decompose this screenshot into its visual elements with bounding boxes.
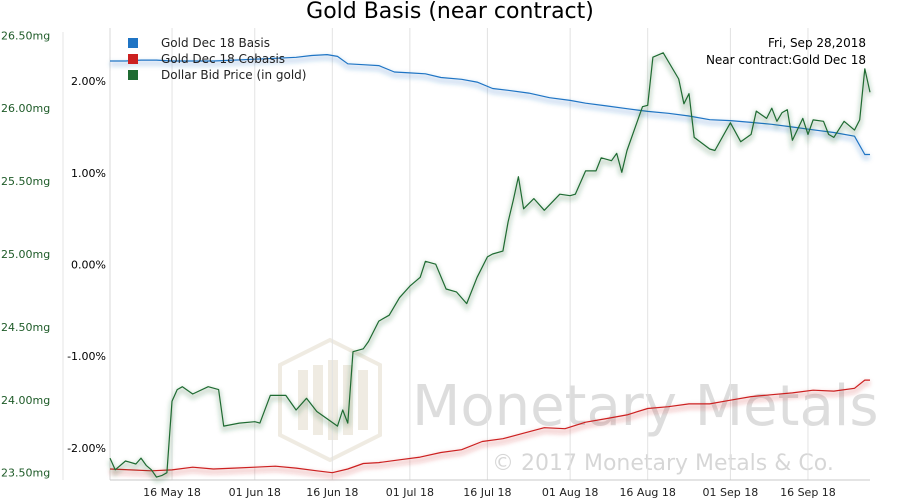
axes: 16 May 18 01 Jun 18 16 Jun 18 01 Jul 18 16 J… bbox=[1, 28, 870, 499]
series-line-cobasis bbox=[109, 379, 870, 474]
legend-label-basis: Gold Dec 18 Basis bbox=[161, 36, 270, 50]
series-shadow-basis bbox=[110, 55, 870, 160]
left-tick-label: 26.00mg bbox=[1, 102, 50, 115]
pct-tick-label: -1.00% bbox=[67, 350, 106, 363]
legend-swatch-cobasis bbox=[128, 54, 138, 64]
x-tick-label: 01 Sep 18 bbox=[703, 486, 759, 499]
legend: Gold Dec 18 Basis Gold Dec 18 Cobasis Do… bbox=[128, 36, 306, 82]
legend-label-price: Dollar Bid Price (in gold) bbox=[161, 68, 306, 82]
pct-tick-label: 2.00% bbox=[71, 75, 106, 88]
series-line-basis bbox=[110, 53, 870, 156]
x-tick-label: 16 Jul 18 bbox=[463, 486, 511, 499]
x-tick-label: 01 Jun 18 bbox=[229, 486, 281, 499]
left-tick-label: 25.00mg bbox=[1, 248, 50, 261]
x-tick-label: 01 Aug 18 bbox=[542, 486, 598, 499]
left-tick-label: 24.00mg bbox=[1, 394, 50, 407]
x-tick-label: 16 Jun 18 bbox=[306, 486, 358, 499]
watermark-copyright: © 2017 Monetary Metals & Co. bbox=[492, 451, 834, 476]
info-contract: Near contract:Gold Dec 18 bbox=[706, 53, 866, 67]
left-tick-label: 24.50mg bbox=[1, 321, 50, 334]
series-shadow-cobasis bbox=[109, 380, 870, 479]
info-date: Fri, Sep 28,2018 bbox=[768, 36, 866, 50]
x-tick-label: 16 May 18 bbox=[143, 486, 201, 499]
left-tick-label: 23.50mg bbox=[1, 467, 50, 480]
date-info: Fri, Sep 28,2018 Near contract:Gold Dec … bbox=[706, 36, 866, 67]
x-tick-label: 01 Jul 18 bbox=[386, 486, 434, 499]
pct-tick-label: 0.00% bbox=[71, 259, 106, 272]
pct-tick-label: -2.00% bbox=[67, 442, 106, 455]
chart-title: Gold Basis (near contract) bbox=[306, 0, 594, 24]
series-layer bbox=[107, 52, 873, 483]
pct-tick-label: 1.00% bbox=[71, 167, 106, 180]
watermark-logo-icon bbox=[278, 337, 382, 463]
watermark: Monetary Metals bbox=[278, 337, 879, 463]
legend-label-cobasis: Gold Dec 18 Cobasis bbox=[161, 52, 285, 66]
left-tick-label: 26.50mg bbox=[1, 29, 50, 42]
left-tick-label: 25.50mg bbox=[1, 175, 50, 188]
x-tick-label: 16 Sep 18 bbox=[780, 486, 836, 499]
x-tick-label: 16 Aug 18 bbox=[619, 486, 675, 499]
legend-swatch-basis bbox=[128, 38, 138, 48]
watermark-brand: Monetary Metals bbox=[412, 374, 879, 439]
series-line-price bbox=[109, 52, 871, 478]
legend-swatch-price bbox=[128, 70, 138, 80]
